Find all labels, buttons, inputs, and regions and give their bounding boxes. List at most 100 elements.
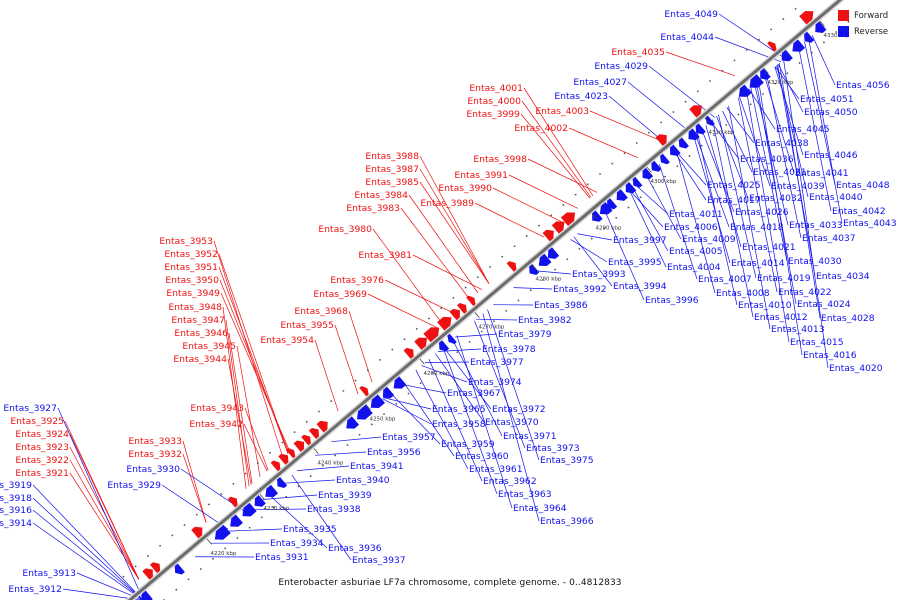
track-dot [298, 486, 300, 488]
track-dot [823, 41, 825, 43]
scale-tick-label: 4280 kbp [535, 276, 561, 282]
track-dot [782, 18, 784, 20]
reverse-gene-label: Entas_4040 [809, 192, 863, 203]
scale-tick-label: 4320 kbp [767, 80, 793, 86]
track-dot [477, 276, 479, 278]
track-dot [770, 28, 772, 30]
reverse-gene-label: Entas_4029 [594, 61, 648, 72]
forward-gene-label: Entas_3955 [280, 320, 334, 331]
track-dot [281, 442, 283, 444]
reverse-gene-label: Entas_3978 [482, 344, 536, 355]
leader-line [534, 271, 571, 274]
scale-tick [314, 448, 319, 453]
forward-gene-label: Entas_3953 [159, 236, 213, 247]
reverse-gene-arrow [607, 198, 617, 209]
reverse-gene-label: Entas_4027 [573, 77, 627, 88]
reverse-gene-label: Entas_3975 [540, 455, 594, 466]
track-dot [249, 527, 251, 529]
reverse-gene-label: Entas_4021 [742, 242, 796, 253]
leader-line [509, 175, 578, 208]
track-dot [624, 152, 626, 154]
track-dot [420, 382, 422, 384]
track-dot [579, 248, 581, 250]
reverse-gene-label: Entas_4051 [800, 94, 854, 105]
track-dot [212, 558, 214, 560]
track-dot [591, 238, 593, 240]
reverse-gene-label: Entas_3938 [307, 504, 361, 515]
track-dot [236, 537, 238, 539]
track-dot [367, 369, 369, 371]
forward-gene-arrow [278, 454, 288, 465]
leader-line [297, 466, 349, 471]
leader-line [455, 334, 497, 337]
track-dot [786, 72, 788, 74]
track-dot [514, 245, 516, 247]
reverse-gene-arrow [175, 564, 185, 575]
map-caption: Enterobacter asburiae LF7a chromosome, c… [0, 578, 900, 588]
leader-line [569, 128, 638, 158]
reverse-gene-label: Entas_4039 [771, 181, 825, 192]
reverse-gene-label: Entas_3956 [367, 447, 421, 458]
forward-gene-label: Entas_3933 [128, 436, 182, 447]
reverse-gene-arrow [439, 340, 449, 351]
track-dot [200, 568, 202, 570]
track-dot [550, 214, 552, 216]
track-dot [346, 444, 348, 446]
forward-gene-label: Entas_4002 [514, 123, 568, 134]
reverse-gene-label: Entas_4004 [667, 262, 721, 273]
reverse-gene-label: Entas_4046 [804, 150, 858, 161]
track-dot [428, 318, 430, 320]
forward-gene-label: Entas_3945 [182, 341, 236, 352]
leader-line [528, 159, 597, 192]
scale-tick-label: 4290 kbp [595, 226, 621, 232]
track-dot [261, 517, 263, 519]
reverse-gene-label: Entas_3934 [270, 538, 324, 549]
forward-gene-label: Entas_3944 [173, 354, 227, 365]
reverse-gene-label: Entas_3927 [3, 403, 57, 414]
leader-line [629, 190, 663, 227]
track-dot [640, 196, 642, 198]
reverse-gene-label: Entas_3918 [0, 493, 32, 504]
scale-tick [420, 359, 425, 364]
reverse-gene-label: Entas_4018 [730, 222, 784, 233]
track-dot [489, 266, 491, 268]
reverse-gene-label: Entas_3962 [483, 476, 537, 487]
track-dot [725, 124, 727, 126]
track-dot [660, 121, 662, 123]
track-dot [233, 483, 235, 485]
reverse-gene-label: Entas_3929 [107, 480, 161, 491]
forward-gene-label: Entas_3951 [164, 262, 218, 273]
track-dot [795, 8, 797, 10]
track-dot [526, 235, 528, 237]
track-dot [285, 496, 287, 498]
forward-gene-label: Entas_4003 [535, 106, 589, 117]
reverse-gene-label: Entas_3936 [328, 543, 382, 554]
forward-gene-arrow [271, 461, 281, 472]
reverse-gene-label: Entas_3982 [518, 315, 572, 326]
leader-line [628, 82, 694, 135]
track-dot [562, 204, 564, 206]
reverse-gene-label: Entas_3971 [503, 431, 557, 442]
reverse-gene-label: Entas_4023 [554, 91, 608, 102]
reverse-gene-label: Entas_3995 [608, 257, 662, 268]
reverse-gene-label: Entas_3961 [469, 464, 523, 475]
track-dot [294, 431, 296, 433]
reverse-gene-label: Entas_3964 [513, 503, 567, 514]
track-dot [330, 400, 332, 402]
track-dot [208, 504, 210, 506]
forward-gene-label: Entas_3946 [174, 328, 228, 339]
reverse-gene-label: Entas_4012 [754, 312, 808, 323]
leader-line [649, 66, 715, 117]
forward-gene-label: Entas_3983 [346, 203, 400, 214]
leader-line [571, 239, 607, 262]
track-dot [501, 256, 503, 258]
reverse-gene-arrow [447, 334, 456, 344]
track-dot [135, 566, 137, 568]
track-dot [652, 186, 654, 188]
track-dot [456, 351, 458, 353]
track-dot [452, 297, 454, 299]
leader-line [676, 151, 706, 185]
reverse-gene-arrow [660, 154, 670, 165]
track-dot [196, 514, 198, 516]
reverse-gene-label: Entas_3979 [498, 329, 552, 340]
